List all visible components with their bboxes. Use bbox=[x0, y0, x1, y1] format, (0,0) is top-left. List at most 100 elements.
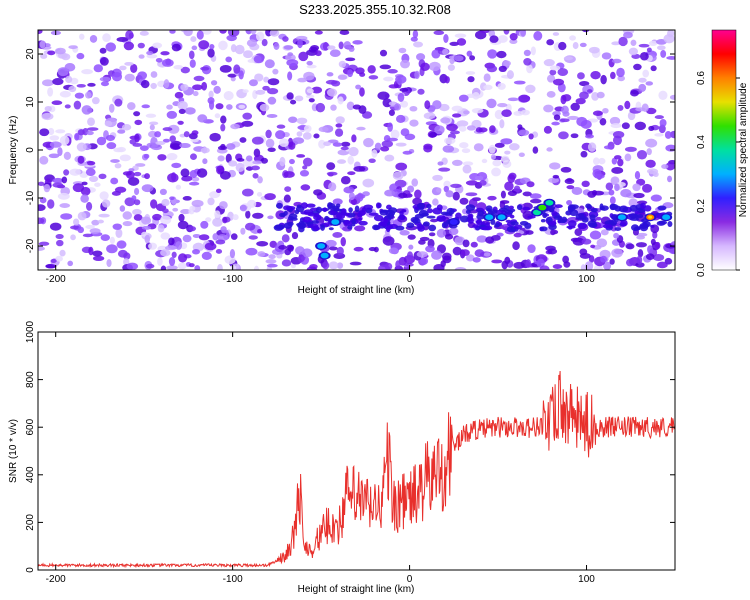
spectrogram-cell bbox=[500, 190, 506, 199]
spectrogram-cell bbox=[265, 129, 272, 139]
spectrogram-cell bbox=[446, 123, 458, 132]
spectrogram-cell bbox=[267, 78, 280, 86]
colorbar-label: Normalized spectral amplitude bbox=[738, 82, 749, 217]
spectrogram-cell bbox=[412, 30, 419, 39]
spectrogram-cell bbox=[407, 234, 416, 240]
spectrogram-cell bbox=[192, 233, 201, 239]
spectrogram-cell bbox=[546, 147, 553, 152]
spectrogram-cell bbox=[117, 249, 128, 258]
spectrogram-cell bbox=[444, 137, 456, 145]
spectrogram-cell bbox=[171, 162, 182, 169]
spectrogram-cell bbox=[162, 208, 169, 214]
spectrogram-cell bbox=[230, 265, 237, 270]
spectrogram-x-axis-label: Height of straight line (km) bbox=[298, 285, 415, 296]
spectrogram-cell bbox=[425, 245, 435, 253]
spectrogram-cell bbox=[99, 47, 107, 54]
spectrogram-cell bbox=[611, 58, 622, 64]
spectrogram-cell bbox=[180, 66, 190, 74]
spectrogram-cell bbox=[336, 262, 344, 269]
spectrogram-cell bbox=[117, 146, 126, 153]
spectrogram-cell bbox=[628, 47, 639, 56]
spectrogram-cell bbox=[354, 194, 366, 199]
spectrogram-cell bbox=[236, 158, 245, 162]
spectrogram-cell bbox=[645, 253, 655, 261]
spectrogram-cell bbox=[428, 61, 441, 72]
spectrogram-cell bbox=[318, 126, 329, 133]
spectrogram-cell bbox=[86, 127, 99, 131]
spectrogram-feature bbox=[662, 214, 671, 220]
spectrogram-cell bbox=[558, 131, 569, 140]
spectrogram-cell bbox=[119, 65, 127, 71]
spectrogram-cell bbox=[459, 142, 469, 149]
spectrogram-cell bbox=[433, 263, 445, 270]
spectrogram-cell bbox=[469, 55, 476, 61]
spectrogram-band-cell bbox=[590, 208, 598, 213]
spectrogram-band-cell bbox=[335, 203, 341, 208]
spectrogram-cell bbox=[462, 239, 470, 248]
spectrogram-cell bbox=[614, 155, 622, 160]
spectrogram-cell bbox=[225, 56, 233, 63]
spectrogram-cell bbox=[160, 232, 171, 240]
spectrogram-cell bbox=[601, 52, 612, 60]
spectrogram-band-cell bbox=[588, 222, 598, 228]
spectrogram-cell bbox=[581, 238, 592, 245]
spectrogram-cell bbox=[275, 130, 286, 140]
spectrogram-cell bbox=[428, 132, 438, 138]
spectrogram-cell bbox=[459, 197, 469, 205]
spectrogram-cell bbox=[141, 225, 152, 230]
spectrogram-cell bbox=[650, 194, 662, 202]
spectrogram-cell bbox=[69, 168, 81, 176]
spectrogram-x-tick-label: -100 bbox=[223, 274, 243, 285]
spectrogram-cell bbox=[139, 30, 149, 36]
spectrogram-cell bbox=[63, 151, 71, 160]
spectrogram-cell bbox=[356, 126, 366, 131]
spectrogram-band-cell bbox=[399, 214, 406, 221]
spectrogram-cell bbox=[645, 107, 657, 115]
spectrogram-cell bbox=[68, 45, 78, 50]
spectrogram-cell bbox=[215, 103, 224, 110]
spectrogram-band-cell bbox=[467, 216, 474, 224]
spectrogram-cell bbox=[587, 89, 593, 93]
spectrogram-cell bbox=[462, 164, 472, 174]
spectrogram-cell bbox=[130, 63, 138, 73]
spectrogram-band-cell bbox=[315, 206, 323, 213]
spectrogram-cell bbox=[451, 159, 463, 167]
spectrogram-cell bbox=[164, 245, 177, 251]
spectrogram-cell bbox=[618, 36, 628, 47]
spectrogram-cell bbox=[504, 181, 514, 191]
spectrogram-cell bbox=[81, 69, 93, 75]
spectrogram-cell bbox=[295, 246, 305, 255]
spectrogram-band-cell bbox=[542, 212, 548, 219]
snr-x-tick-label: -200 bbox=[46, 574, 66, 585]
spectrogram-cell bbox=[47, 199, 55, 209]
spectrogram-cell bbox=[502, 160, 512, 168]
spectrogram-cell bbox=[328, 246, 338, 251]
spectrogram-cell bbox=[347, 171, 356, 176]
spectrogram-cell bbox=[110, 177, 119, 185]
spectrogram-band-cell bbox=[276, 202, 283, 209]
spectrogram-cell bbox=[483, 84, 493, 91]
spectrogram-cell bbox=[474, 175, 484, 181]
spectrogram-cell bbox=[278, 245, 287, 250]
spectrogram-cell bbox=[507, 190, 517, 197]
spectrogram-cell bbox=[553, 114, 561, 121]
spectrogram-cell bbox=[374, 142, 382, 151]
spectrogram-cell bbox=[287, 52, 294, 57]
spectrogram-cell bbox=[509, 33, 518, 41]
spectrogram-cell bbox=[513, 232, 522, 238]
spectrogram-cell bbox=[503, 30, 510, 35]
spectrogram-cell bbox=[98, 213, 110, 218]
spectrogram-cell bbox=[512, 241, 520, 251]
spectrogram-cell bbox=[179, 142, 191, 149]
spectrogram-cell bbox=[286, 92, 294, 100]
spectrogram-cell bbox=[442, 145, 455, 153]
spectrogram-band-cell bbox=[635, 214, 644, 219]
spectrogram-cell bbox=[667, 175, 673, 183]
spectrogram-band-cell bbox=[611, 214, 617, 220]
spectrogram-cell bbox=[363, 137, 374, 148]
spectrogram-band-cell bbox=[614, 205, 622, 212]
spectrogram-cell bbox=[400, 100, 409, 108]
spectrogram-band-cell bbox=[527, 215, 536, 219]
spectrogram-cell bbox=[178, 253, 188, 263]
spectrogram-cell bbox=[149, 124, 155, 131]
